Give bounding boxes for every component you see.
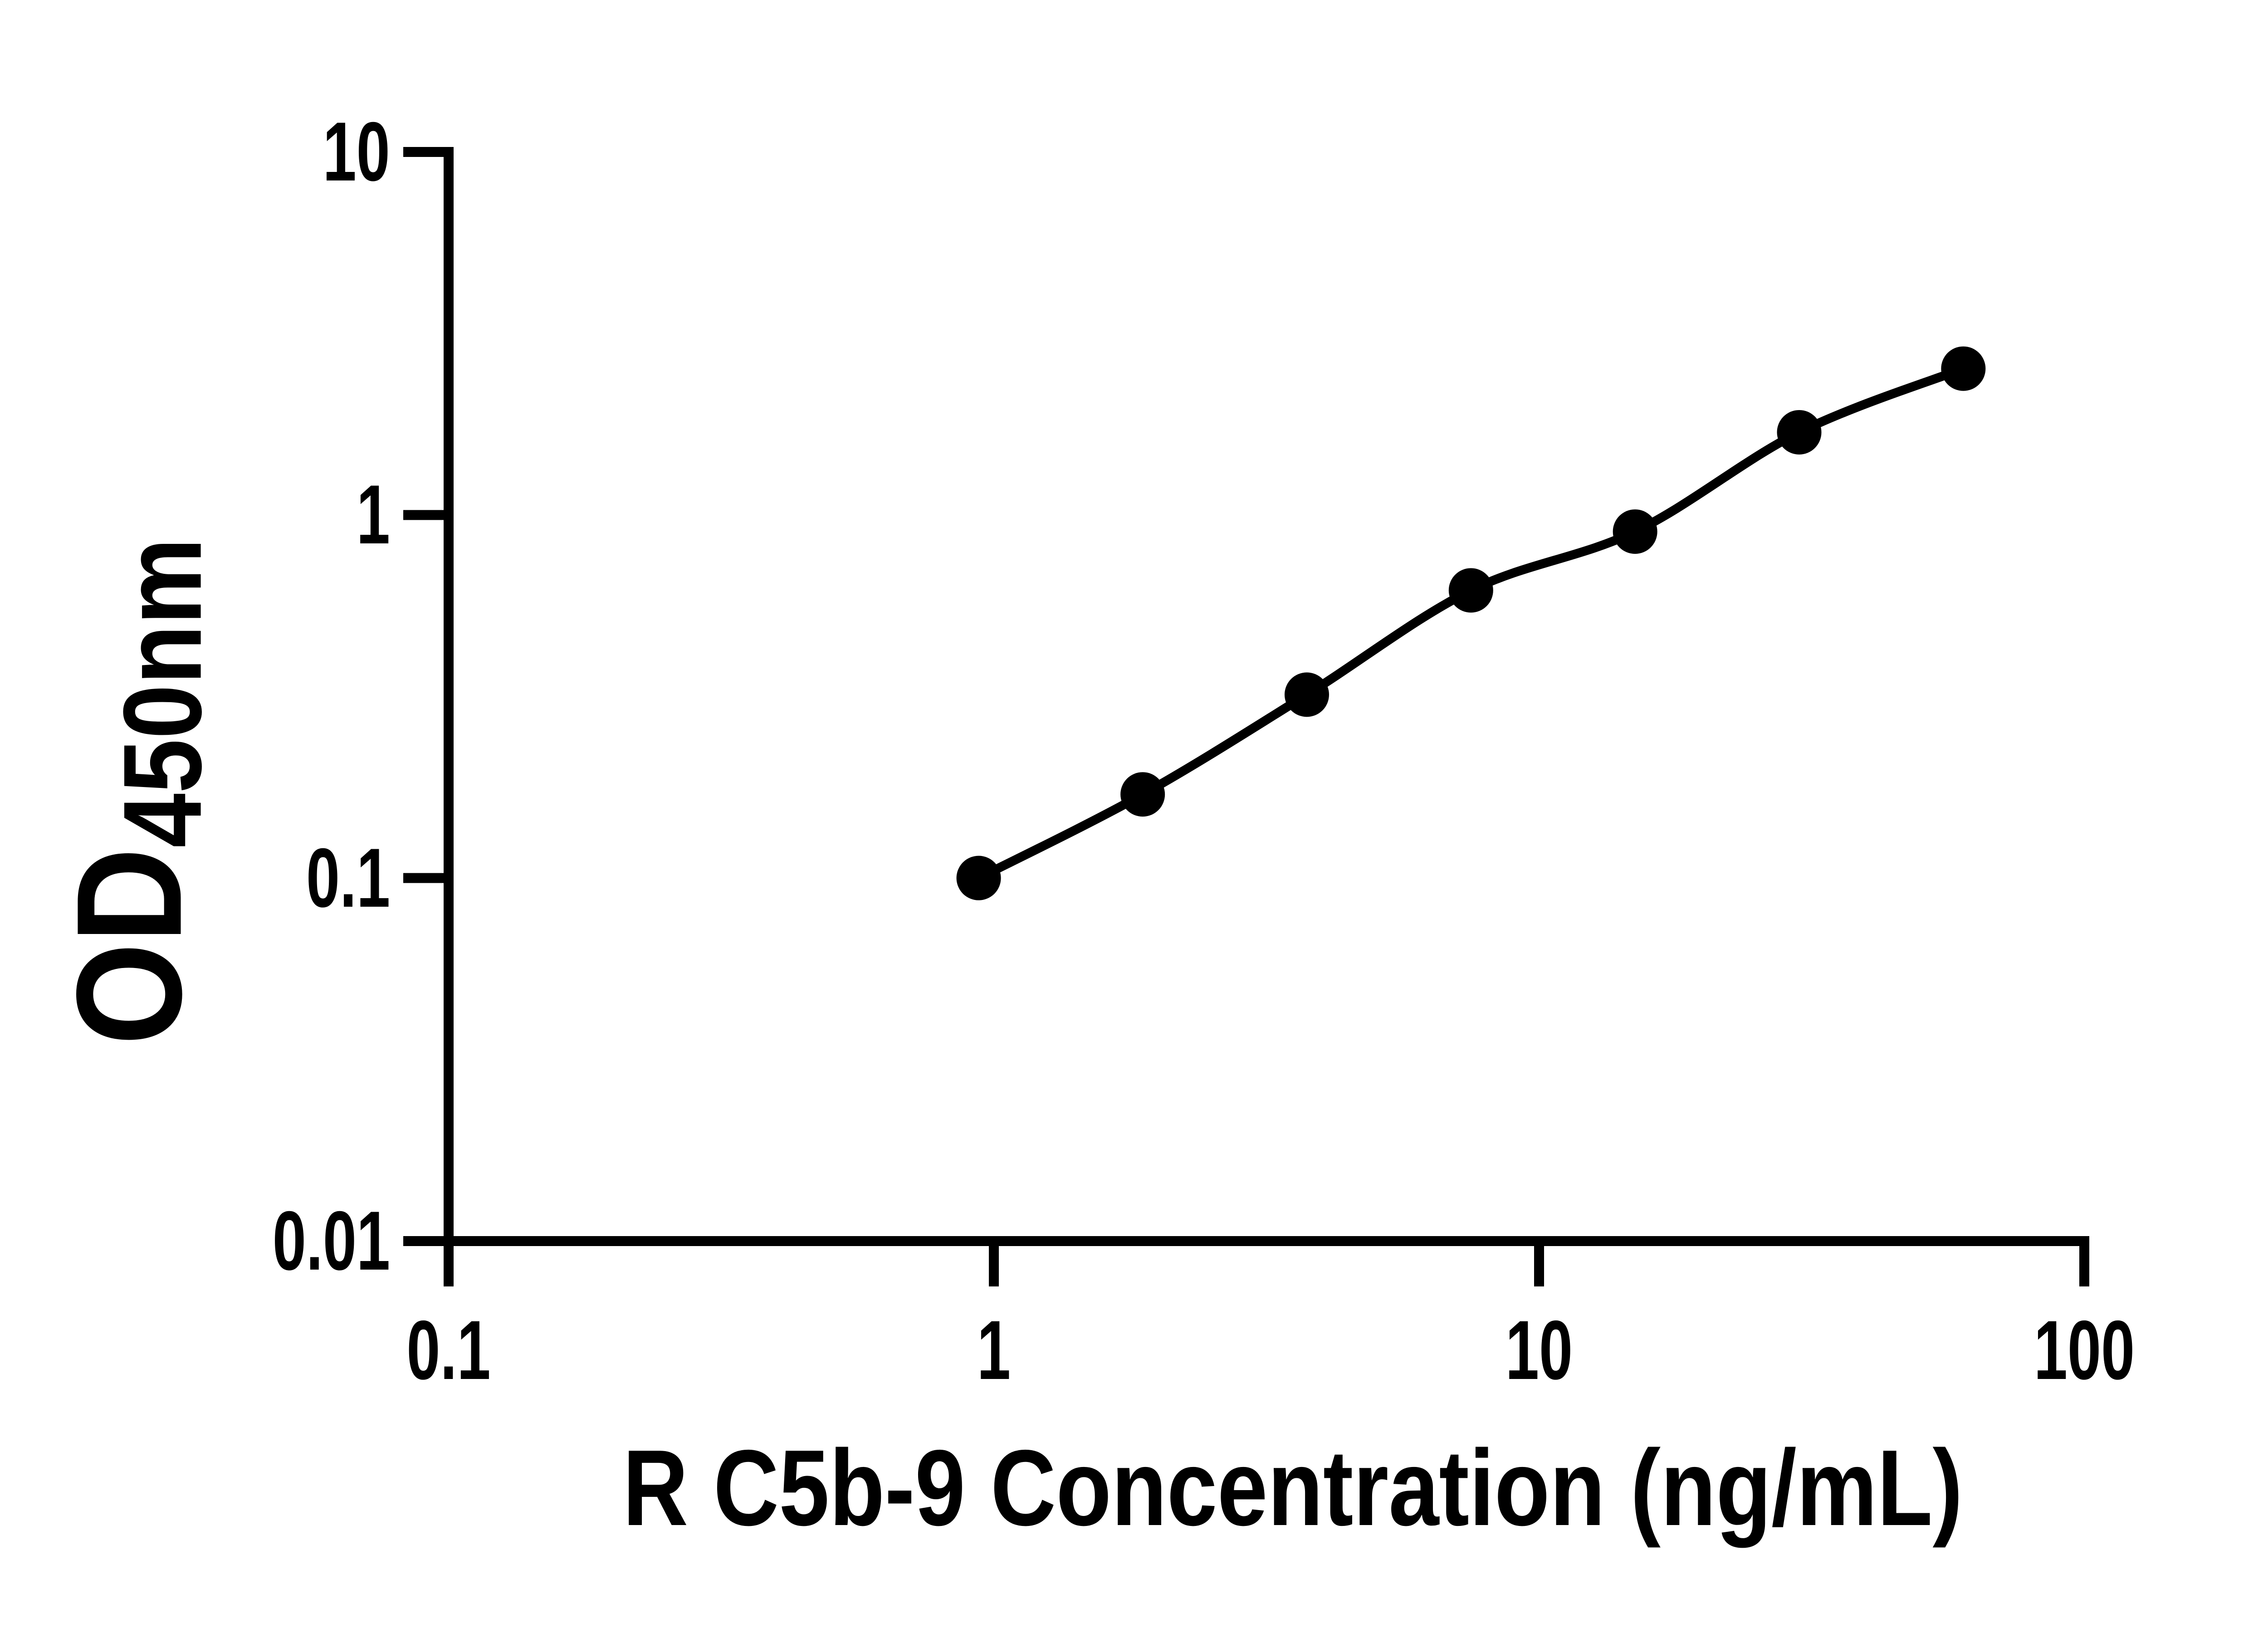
data-point-marker: [956, 856, 1001, 900]
y-tick-label: 0.1: [306, 831, 390, 925]
y-axis-title-subscript: 450nm: [100, 538, 225, 848]
y-axis-title-main: OD: [45, 847, 213, 1046]
x-tick-label: 0.1: [406, 1304, 491, 1397]
y-tick-label: 10: [323, 105, 390, 199]
data-point-marker: [1613, 509, 1657, 554]
y-tick-label: 0.01: [272, 1194, 390, 1288]
data-point-marker: [1284, 672, 1329, 717]
x-tick-label: 1: [977, 1304, 1011, 1397]
x-tick-label: 100: [2033, 1304, 2135, 1397]
data-point-marker: [1448, 568, 1493, 613]
data-point-marker: [1941, 346, 1986, 391]
x-tick-label: 10: [1505, 1304, 1573, 1397]
y-axis-title: OD450nm: [45, 538, 224, 1046]
x-axis-title: R C5b-9 Concentration (ng/mL): [622, 1428, 1963, 1548]
data-point-marker: [1777, 410, 1822, 455]
y-tick-label: 1: [356, 468, 390, 562]
data-point-marker: [1120, 772, 1165, 817]
